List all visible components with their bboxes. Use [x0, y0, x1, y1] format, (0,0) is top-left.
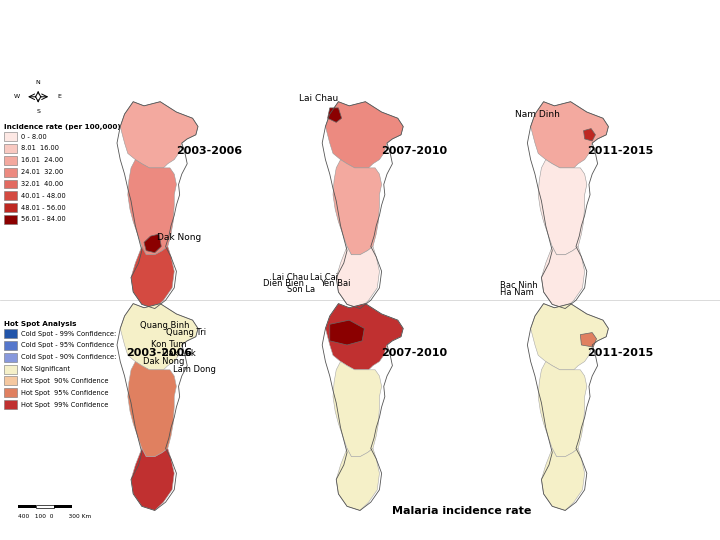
Polygon shape: [131, 246, 174, 308]
Polygon shape: [144, 234, 161, 253]
Text: Quang Binh: Quang Binh: [140, 321, 190, 330]
Text: 2003-2006: 2003-2006: [126, 348, 192, 358]
Text: 16.01  24.00: 16.01 24.00: [21, 157, 63, 163]
Polygon shape: [333, 361, 382, 457]
Polygon shape: [336, 246, 379, 308]
Text: Annual incidence rates for lepto and VE in humans: Annual incidence rates for lepto and VE …: [6, 14, 642, 38]
Text: Lai Chau: Lai Chau: [299, 94, 338, 103]
Polygon shape: [539, 361, 587, 457]
Text: Son La: Son La: [287, 285, 315, 294]
Text: Lai Chau: Lai Chau: [272, 273, 309, 282]
Text: Hot Spot  99% Confidence: Hot Spot 99% Confidence: [21, 402, 108, 408]
Text: 2007-2010: 2007-2010: [382, 146, 448, 156]
Bar: [4, 400, 17, 409]
Text: Lai Cai: Lai Cai: [310, 273, 338, 282]
Text: 2007-2010: 2007-2010: [382, 348, 448, 358]
Polygon shape: [584, 129, 595, 141]
Polygon shape: [131, 448, 174, 510]
Text: Cold Spot - 95% Confidence: Cold Spot - 95% Confidence: [21, 342, 114, 348]
Text: 8.01  16.00: 8.01 16.00: [21, 145, 59, 152]
Text: 32.01  40.00: 32.01 40.00: [21, 181, 63, 187]
Text: 0 - 8.00: 0 - 8.00: [21, 134, 47, 140]
Bar: [4, 132, 17, 141]
Polygon shape: [531, 303, 608, 370]
Text: Yen Bai: Yen Bai: [320, 279, 351, 288]
Bar: [4, 364, 17, 374]
Text: Malaria incidence rate: Malaria incidence rate: [392, 507, 532, 516]
Text: S: S: [36, 109, 40, 113]
Text: Dak Lak: Dak Lak: [162, 349, 196, 358]
Text: Quang Tri: Quang Tri: [166, 328, 206, 336]
Text: 2011-2015: 2011-2015: [587, 146, 653, 156]
Polygon shape: [128, 160, 176, 255]
Text: Ha Nam: Ha Nam: [500, 288, 534, 297]
Text: Cold Spot - 99% Confidence:: Cold Spot - 99% Confidence:: [21, 330, 116, 336]
Text: Incidence rate (per 100,000): Incidence rate (per 100,000): [4, 124, 120, 130]
Text: Lam Dong: Lam Dong: [173, 365, 216, 374]
Text: N: N: [36, 80, 40, 85]
Polygon shape: [539, 160, 587, 255]
Polygon shape: [328, 108, 341, 123]
Bar: [36, 505, 54, 509]
Polygon shape: [325, 102, 403, 168]
Polygon shape: [120, 303, 198, 370]
Bar: [4, 156, 17, 165]
Polygon shape: [541, 246, 585, 308]
Text: 2003-2006: 2003-2006: [176, 146, 243, 156]
Text: 2011-2015: 2011-2015: [587, 348, 653, 358]
Bar: [4, 341, 17, 350]
Text: Dak Nong: Dak Nong: [143, 357, 184, 366]
Polygon shape: [541, 448, 585, 510]
Text: Hot Spot  90% Confidence: Hot Spot 90% Confidence: [21, 378, 109, 384]
Polygon shape: [336, 448, 379, 510]
Bar: [4, 376, 17, 386]
Bar: [4, 388, 17, 397]
Text: Dak Nong: Dak Nong: [157, 233, 201, 242]
Text: 24.01  32.00: 24.01 32.00: [21, 169, 63, 175]
Bar: [4, 191, 17, 200]
Text: Hot Spot  95% Confidence: Hot Spot 95% Confidence: [21, 390, 109, 396]
Text: Dien Bien: Dien Bien: [263, 279, 304, 288]
Text: Not Significant: Not Significant: [21, 366, 70, 372]
Polygon shape: [128, 361, 176, 457]
Text: Cold Spot - 90% Confidence:: Cold Spot - 90% Confidence:: [21, 354, 116, 360]
Polygon shape: [120, 102, 198, 168]
Bar: [54, 505, 72, 509]
Bar: [4, 215, 17, 224]
Polygon shape: [325, 303, 403, 370]
Text: Nam Dinh: Nam Dinh: [515, 110, 559, 119]
Text: 400   100  0        300 Km: 400 100 0 300 Km: [18, 515, 91, 519]
Bar: [4, 168, 17, 177]
Bar: [4, 179, 17, 188]
Text: W: W: [14, 94, 20, 99]
Text: Hot Spot Analysis: Hot Spot Analysis: [4, 321, 76, 327]
Polygon shape: [333, 160, 382, 255]
Bar: [4, 203, 17, 212]
Text: 40.01 - 48.00: 40.01 - 48.00: [21, 193, 66, 199]
Text: Bac Ninh: Bac Ninh: [500, 281, 538, 290]
Text: Kon Tum: Kon Tum: [151, 340, 186, 349]
Text: 56.01 - 84.00: 56.01 - 84.00: [21, 217, 66, 222]
Bar: [18, 505, 36, 509]
Bar: [4, 353, 17, 362]
Text: E: E: [57, 94, 61, 99]
Bar: [4, 329, 17, 338]
Polygon shape: [580, 333, 596, 347]
Polygon shape: [330, 320, 364, 345]
Polygon shape: [531, 102, 608, 168]
Bar: [4, 144, 17, 153]
Text: 48.01 - 56.00: 48.01 - 56.00: [21, 205, 66, 211]
